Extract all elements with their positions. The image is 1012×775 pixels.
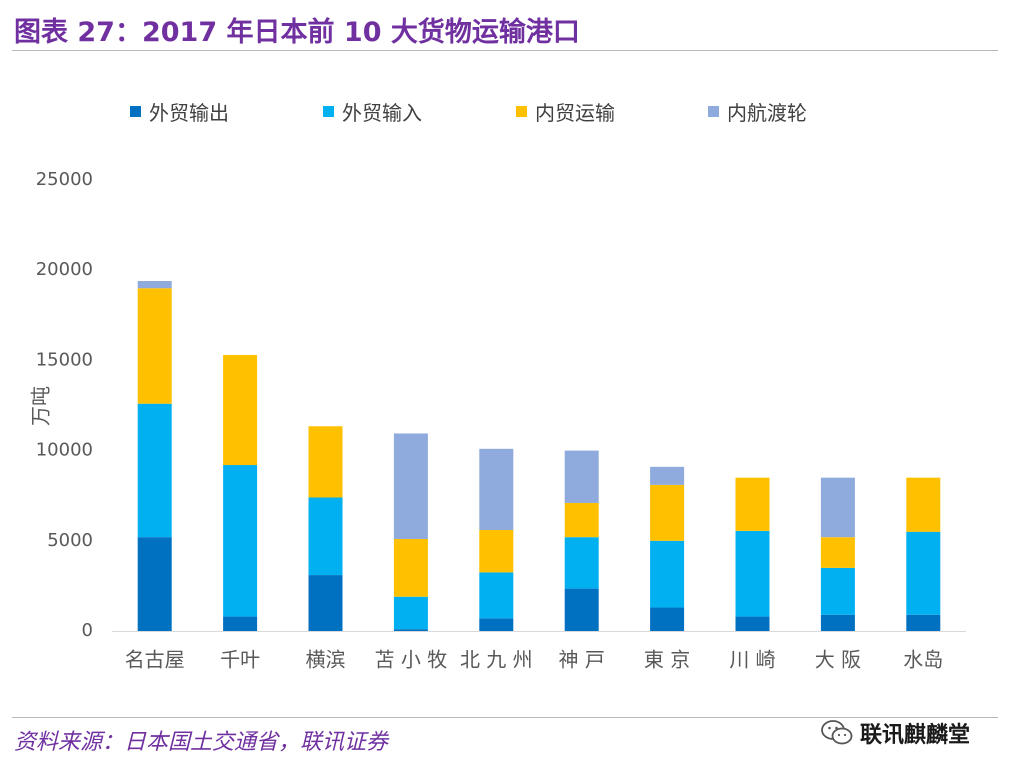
bar-segment-export bbox=[308, 575, 343, 631]
wechat-icon bbox=[821, 720, 853, 745]
y-tick-label: 15000 bbox=[36, 349, 93, 370]
legend-label-export: 外贸输出 bbox=[149, 100, 229, 125]
bar-segment-import bbox=[479, 572, 514, 619]
bar-segment-domestic bbox=[820, 537, 855, 568]
legend-item-import: 外贸输入 bbox=[323, 97, 422, 125]
bar-segment-ferry bbox=[564, 450, 599, 503]
bar-segment-import bbox=[137, 403, 172, 538]
bar-segment-export bbox=[564, 588, 599, 631]
x-tick-label: 横滨 bbox=[306, 648, 346, 672]
bar-segment-ferry bbox=[650, 466, 685, 485]
legend-swatch-ferry bbox=[708, 105, 719, 117]
chart-legend: 外贸输出 外贸输入 内贸运输 内航渡轮 bbox=[130, 97, 890, 125]
bar-segment-import bbox=[735, 530, 770, 617]
bar-segment-export bbox=[650, 607, 685, 631]
y-tick-label: 5000 bbox=[47, 530, 93, 551]
bar-series bbox=[137, 281, 941, 631]
bar-segment-domestic bbox=[308, 426, 343, 498]
bar-segment-domestic bbox=[393, 538, 428, 597]
bar-segment-domestic bbox=[223, 354, 258, 466]
bar-segment-ferry bbox=[393, 433, 428, 539]
bar-segment-ferry bbox=[820, 477, 855, 538]
x-tick-label: 神 戸 bbox=[559, 648, 605, 672]
watermark-text: 联讯麒麟堂 bbox=[860, 723, 971, 748]
legend-swatch-domestic bbox=[516, 105, 527, 117]
x-tick-label: 川 崎 bbox=[729, 648, 775, 672]
bar-segment-ferry bbox=[137, 281, 172, 289]
bar-segment-import bbox=[393, 596, 428, 630]
bar-segment-ferry bbox=[479, 448, 514, 530]
bar-segment-export bbox=[223, 616, 258, 631]
x-tick-label: 大 阪 bbox=[815, 648, 861, 672]
bar-segment-domestic bbox=[735, 477, 770, 531]
bar-segment-export bbox=[137, 537, 172, 631]
x-tick-label: 千叶 bbox=[220, 648, 260, 672]
legend-swatch-export bbox=[130, 105, 141, 117]
y-axis-label: 万吨 bbox=[29, 386, 53, 426]
x-tick-label: 東 京 bbox=[644, 648, 690, 672]
bar-segment-export bbox=[479, 618, 514, 631]
y-tick-label: 0 bbox=[82, 620, 93, 641]
bar-segment-import bbox=[906, 531, 941, 615]
legend-label-import: 外贸输入 bbox=[342, 100, 422, 125]
x-tick-label: 苫 小 牧 bbox=[375, 648, 448, 672]
legend-item-export: 外贸输出 bbox=[130, 97, 229, 125]
bar-segment-import bbox=[308, 497, 343, 576]
legend-item-ferry: 内航渡轮 bbox=[708, 97, 807, 125]
x-axis-ticks: 名古屋 千叶 横滨 苫 小 牧北 九 州 神 戸 東 京 川 崎 大 阪 水岛 bbox=[125, 648, 944, 672]
bar-segment-domestic bbox=[137, 288, 172, 404]
x-tick-label: 名古屋 bbox=[125, 648, 185, 672]
bar-segment-import bbox=[223, 465, 258, 617]
bar-segment-export bbox=[906, 614, 941, 631]
bar-segment-domestic bbox=[564, 502, 599, 538]
bar-segment-import bbox=[564, 537, 599, 589]
legend-item-domestic: 内贸运输 bbox=[516, 97, 615, 125]
title-divider bbox=[12, 50, 998, 51]
bar-segment-domestic bbox=[650, 484, 685, 541]
y-tick-label: 10000 bbox=[36, 440, 93, 461]
bar-segment-import bbox=[650, 540, 685, 608]
y-tick-label: 25000 bbox=[36, 169, 93, 190]
bar-segment-export bbox=[735, 616, 770, 631]
legend-label-ferry: 内航渡轮 bbox=[727, 100, 807, 125]
source-note: 资料来源：日本国土交通省，联讯证券 bbox=[14, 730, 389, 755]
bar-segment-domestic bbox=[479, 529, 514, 573]
bar-segment-domestic bbox=[906, 477, 941, 532]
legend-swatch-import bbox=[323, 105, 334, 117]
figure-title: 图表 27：2017 年日本前 10 大货物运输港口 bbox=[14, 17, 580, 48]
bar-segment-export bbox=[820, 614, 855, 631]
watermark: 联讯麒麟堂 bbox=[820, 716, 970, 750]
source-divider bbox=[12, 717, 998, 718]
bar-segment-import bbox=[820, 567, 855, 615]
x-tick-label: 水岛 bbox=[903, 648, 943, 672]
x-tick-label: 北 九 州 bbox=[460, 648, 533, 672]
bar-segment-export bbox=[393, 629, 428, 631]
legend-label-domestic: 内贸运输 bbox=[535, 100, 615, 125]
y-axis-ticks: 0 5000 10000 15000 20000 25000 bbox=[36, 169, 93, 641]
y-tick-label: 20000 bbox=[36, 259, 93, 280]
